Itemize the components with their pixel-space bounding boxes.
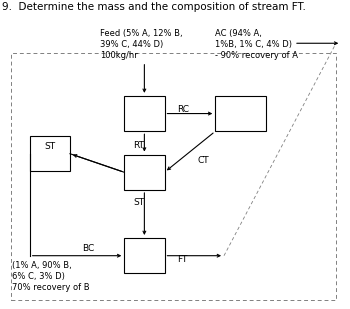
Bar [124,238,164,273]
Text: (1% A, 90% B,: (1% A, 90% B, [12,261,72,270]
Text: 1%B, 1% C, 4% D): 1%B, 1% C, 4% D) [215,40,292,49]
Bar [10,53,336,300]
Text: RC: RC [177,105,189,114]
Text: RT: RT [133,141,144,150]
Text: AC (94% A,: AC (94% A, [215,29,262,39]
Text: 39% C, 44% D): 39% C, 44% D) [100,40,163,49]
Bar [124,96,164,131]
Text: 100kg/hr: 100kg/hr [100,51,138,60]
Text: 9.  Determine the mass and the composition of stream FT.: 9. Determine the mass and the compositio… [2,2,306,11]
Text: ST: ST [44,142,56,151]
Text: Feed (5% A, 12% B,: Feed (5% A, 12% B, [100,29,182,39]
Text: 70% recovery of B: 70% recovery of B [12,283,90,292]
Text: FT: FT [177,255,187,264]
Text: CT: CT [198,156,209,165]
Text: ST: ST [133,198,144,207]
Bar [124,154,164,190]
Text: - 90% recovery of A: - 90% recovery of A [215,51,298,60]
Text: BC: BC [82,244,95,253]
Bar [215,96,266,131]
Bar [30,136,70,171]
Text: 6% C, 3% D): 6% C, 3% D) [12,272,65,281]
